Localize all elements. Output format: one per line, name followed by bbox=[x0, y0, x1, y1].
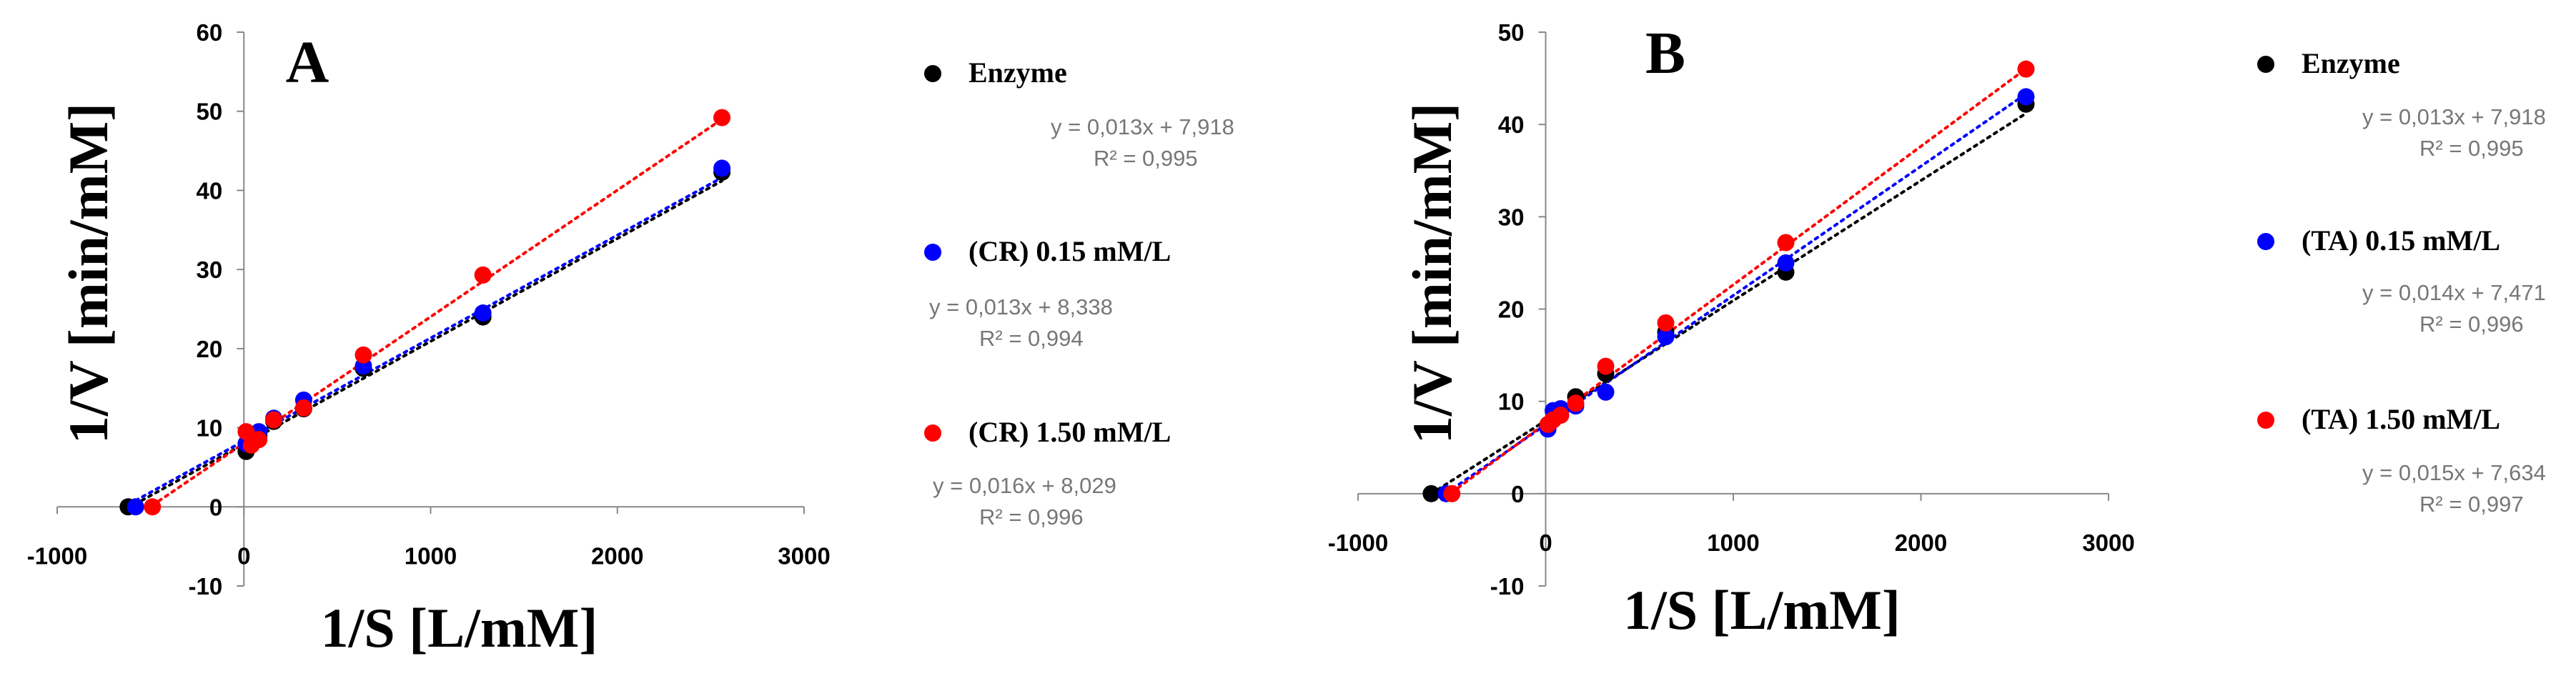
data-point-series-0 bbox=[1422, 484, 1440, 502]
trendline-equation-0: y = 0,013x + 7,918 bbox=[1051, 114, 1234, 139]
x-tick-label: 0 bbox=[1539, 530, 1552, 556]
trendline-1 bbox=[1445, 92, 2028, 495]
data-point-series-2 bbox=[237, 423, 255, 441]
trendline-r2-0: R² = 0,995 bbox=[1094, 146, 1198, 171]
legend-marker-2 bbox=[2257, 412, 2274, 429]
y-tick-label: 40 bbox=[1498, 111, 1525, 138]
x-tick-label: 2000 bbox=[1895, 530, 1947, 556]
data-point-series-2 bbox=[474, 266, 492, 284]
data-point-series-1 bbox=[127, 498, 144, 516]
x-axis-title: 1/S [L/mM] bbox=[321, 597, 598, 659]
y-tick-label: 0 bbox=[1511, 481, 1524, 507]
x-tick-label: 3000 bbox=[778, 542, 830, 569]
data-point-series-1 bbox=[713, 159, 731, 177]
y-tick-label: 10 bbox=[197, 415, 223, 442]
legend-label-1: (CR) 0.15 mM/L bbox=[969, 235, 1171, 267]
legend-label-2: (TA) 1.50 mM/L bbox=[2302, 403, 2500, 435]
data-point-series-2 bbox=[1597, 357, 1615, 375]
x-tick-label: -1000 bbox=[1328, 530, 1388, 556]
y-tick-label: 10 bbox=[1498, 389, 1525, 415]
x-tick-label: 2000 bbox=[591, 542, 643, 569]
legend-marker-1 bbox=[924, 244, 941, 261]
panel-letter: A bbox=[286, 29, 330, 96]
y-tick-label: 0 bbox=[209, 494, 222, 520]
chart-panel-b: -1000 0 1000 2000 3000 -10 0 10 20 30 40 50 B 1/S [L/… bbox=[1328, 19, 2546, 641]
y-tick-label: 40 bbox=[197, 177, 223, 204]
data-point-series-2 bbox=[1443, 484, 1461, 502]
data-point-series-2 bbox=[1567, 394, 1585, 412]
legend-marker-0 bbox=[924, 65, 941, 82]
data-point-series-2 bbox=[250, 431, 268, 449]
data-point-series-1 bbox=[1597, 383, 1615, 401]
trendline-r2-1: R² = 0,994 bbox=[979, 326, 1084, 351]
panel-letter: B bbox=[1645, 20, 1685, 86]
y-axis-title: 1/V [min/mM] bbox=[57, 103, 119, 444]
legend-label-2: (CR) 1.50 mM/L bbox=[969, 416, 1171, 448]
data-point-series-1 bbox=[1777, 254, 1795, 272]
trendline-r2-2: R² = 0,996 bbox=[979, 504, 1084, 530]
y-tick-label: 20 bbox=[197, 336, 223, 362]
trendline-2 bbox=[151, 117, 724, 507]
trendline-1 bbox=[134, 176, 724, 502]
x-tick-label: 1000 bbox=[1707, 530, 1759, 556]
data-point-series-1 bbox=[474, 304, 492, 322]
trendline-0 bbox=[127, 179, 724, 509]
x-axis-title: 1/S [L/mM] bbox=[1623, 579, 1901, 641]
x-tick-label: 3000 bbox=[2082, 530, 2134, 556]
trendline-equation-2: y = 0,016x + 8,029 bbox=[933, 473, 1116, 498]
data-point-series-2 bbox=[713, 109, 731, 126]
y-axis-title: 1/V [min/mM] bbox=[1401, 103, 1463, 444]
x-tick-label: -1000 bbox=[27, 542, 87, 569]
trendline-0 bbox=[1430, 111, 2028, 495]
legend-marker-2 bbox=[924, 424, 941, 442]
data-point-series-2 bbox=[355, 346, 372, 364]
chart-panel-a: -1000 0 1000 2000 3000 -10 0 10 20 30 40 50 60 A 1/S [… bbox=[27, 19, 1234, 659]
trendline-r2-0: R² = 0,995 bbox=[2419, 136, 2524, 161]
legend-marker-0 bbox=[2257, 56, 2274, 73]
data-point-series-2 bbox=[144, 498, 162, 516]
data-point-series-2 bbox=[294, 399, 312, 417]
legend-label-0: Enzyme bbox=[2302, 47, 2400, 79]
data-point-series-2 bbox=[265, 411, 283, 429]
legend-marker-1 bbox=[2257, 233, 2274, 250]
y-tick-label: 50 bbox=[197, 99, 223, 125]
data-point-series-2 bbox=[1552, 407, 1570, 424]
x-tick-label: 0 bbox=[237, 542, 250, 569]
y-tick-label: 20 bbox=[1498, 297, 1525, 323]
trendline-equation-1: y = 0,013x + 8,338 bbox=[929, 294, 1113, 319]
y-tick-label: 30 bbox=[197, 257, 223, 283]
trendline-r2-1: R² = 0,996 bbox=[2419, 312, 2524, 337]
data-point-series-2 bbox=[1777, 234, 1795, 252]
y-tick-label: 60 bbox=[197, 19, 223, 46]
y-tick-label: 30 bbox=[1498, 204, 1525, 230]
legend-label-1: (TA) 0.15 mM/L bbox=[2302, 224, 2500, 257]
data-point-series-2 bbox=[2017, 60, 2035, 78]
data-point-series-1 bbox=[2017, 88, 2035, 106]
trendline-r2-2: R² = 0,997 bbox=[2419, 492, 2524, 517]
trendline-equation-0: y = 0,013x + 7,918 bbox=[2362, 104, 2546, 129]
y-tick-label: -10 bbox=[1490, 573, 1525, 600]
legend-label-0: Enzyme bbox=[969, 56, 1067, 89]
trendline-equation-1: y = 0,014x + 7,471 bbox=[2362, 280, 2546, 305]
data-point-series-2 bbox=[1657, 314, 1675, 332]
x-tick-label: 1000 bbox=[405, 542, 457, 569]
y-tick-label: -10 bbox=[189, 573, 223, 600]
y-tick-label: 50 bbox=[1498, 19, 1525, 46]
trendline-equation-2: y = 0,015x + 7,634 bbox=[2362, 460, 2546, 485]
data-point-series-1 bbox=[1657, 328, 1675, 346]
